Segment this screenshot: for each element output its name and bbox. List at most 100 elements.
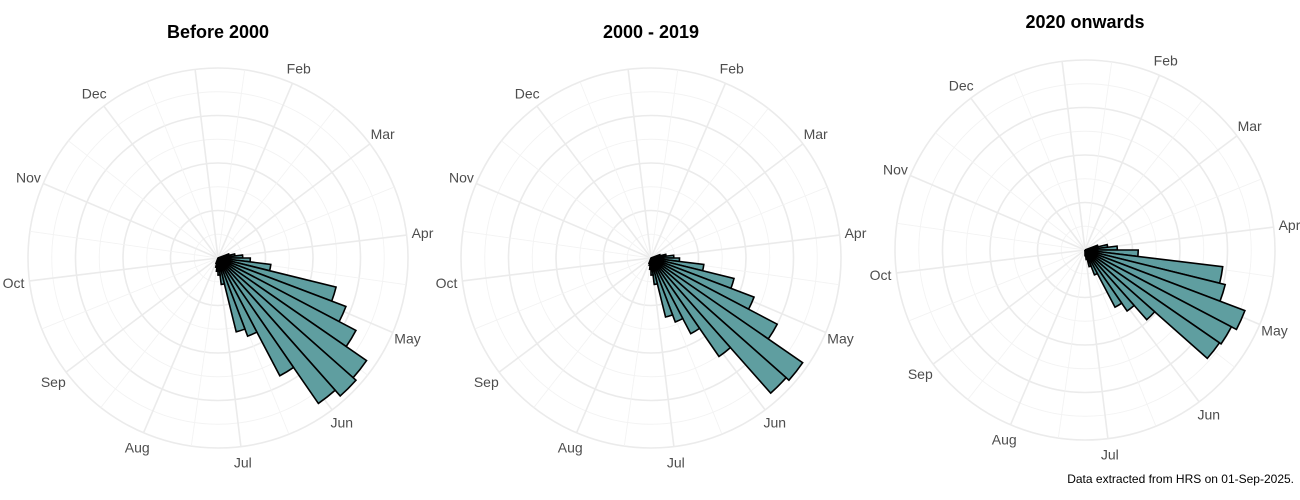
grid-spoke: [29, 257, 219, 282]
panel-title: 2020 onwards: [1025, 12, 1144, 32]
grid-spoke-minor: [462, 230, 652, 259]
grid-ring-minor: [531, 138, 771, 378]
bar-week-23: [1084, 249, 1123, 309]
month-label-jun: Jun: [763, 415, 786, 431]
bar-week-19: [1084, 249, 1233, 346]
grid-ring-minor: [146, 186, 290, 330]
grid-spoke-minor: [217, 186, 395, 259]
bar-week-22: [650, 257, 732, 358]
grid-spoke: [217, 82, 294, 259]
grid-ring: [460, 67, 842, 449]
bar-week-25: [217, 257, 246, 333]
grid-ring: [169, 209, 267, 307]
grid-spoke: [575, 257, 652, 434]
bar-week-25: [650, 257, 674, 319]
grid-spoke: [536, 105, 652, 259]
grid-spoke-minor: [967, 249, 1086, 400]
grid-spoke-minor: [1013, 73, 1086, 251]
month-label-dec: Dec: [515, 85, 540, 101]
month-label-dec: Dec: [949, 77, 974, 93]
grid-spoke: [932, 249, 1086, 365]
month-label-nov: Nov: [16, 169, 41, 185]
grid-spoke-minor: [908, 249, 1086, 322]
polar-panel-1: Before 2000 Feb Mar Apr May Jun Jul Aug Sep Oct No…: [3, 22, 434, 470]
grid-spoke-minor: [935, 132, 1086, 251]
grid-spoke-minor: [68, 140, 219, 259]
grid-spoke-minor: [579, 81, 652, 259]
grid-spoke-minor: [100, 257, 219, 408]
grid-spoke: [1084, 249, 1109, 439]
grid-ring: [507, 114, 795, 402]
grid-spoke: [217, 257, 242, 447]
grid-ring-minor: [98, 138, 338, 378]
grid-ring-minor: [484, 91, 818, 425]
grid-spoke-minor: [1084, 61, 1113, 251]
panel-title: Before 2000: [167, 22, 269, 42]
month-label-may: May: [394, 331, 420, 347]
bar-week-24: [217, 257, 258, 338]
month-label-aug: Aug: [125, 440, 150, 456]
grid-spoke: [194, 69, 219, 259]
grid-ring: [27, 67, 409, 449]
grid-spoke-minor: [650, 186, 828, 259]
month-label-nov: Nov: [449, 169, 474, 185]
grid-spoke-minor: [1084, 178, 1262, 251]
month-label-aug: Aug: [558, 440, 583, 456]
bar-week-21: [1084, 249, 1156, 321]
month-label-mar: Mar: [804, 126, 828, 142]
grid-spoke-minor: [146, 81, 219, 259]
grid-ring-minor: [1013, 178, 1157, 322]
bar-week-22: [217, 257, 337, 405]
grid-spoke: [650, 234, 840, 259]
grid-spoke-minor: [896, 222, 1086, 251]
month-label-dec: Dec: [82, 85, 107, 101]
grid-ring-minor: [51, 91, 385, 425]
month-label-feb: Feb: [720, 60, 744, 76]
grid-spoke-minor: [623, 257, 652, 447]
bar-week-23: [217, 257, 295, 377]
grid-spoke-minor: [41, 257, 219, 330]
month-label-sep: Sep: [41, 374, 66, 390]
bar-week-18: [1084, 249, 1246, 331]
month-label-feb: Feb: [1154, 52, 1178, 68]
bar-week-30: [647, 257, 652, 265]
bar-week-27: [1084, 249, 1087, 257]
month-label-jul: Jul: [1101, 446, 1119, 462]
month-label-nov: Nov: [883, 161, 908, 177]
grid-spoke: [1084, 74, 1161, 251]
month-label-oct: Oct: [870, 267, 892, 283]
month-label-feb: Feb: [287, 60, 311, 76]
polar-panel-3: 2020 onwards Feb Mar Apr May Jun Jul Aug Sep Oct N…: [870, 12, 1300, 462]
bar-week-20: [1084, 249, 1221, 360]
grid-ring-minor: [918, 83, 1252, 417]
month-label-mar: Mar: [1238, 118, 1262, 134]
bar-week-22: [1084, 249, 1136, 313]
grid-spoke-minor: [217, 69, 246, 259]
month-label-oct: Oct: [436, 275, 458, 291]
month-label-apr: Apr: [845, 225, 867, 241]
grid-ring: [894, 59, 1276, 441]
grid-spoke: [462, 257, 652, 282]
grid-spoke-minor: [650, 69, 679, 259]
bar-week-20: [650, 257, 804, 382]
month-label-sep: Sep: [908, 366, 933, 382]
grid-spoke-minor: [190, 257, 219, 447]
grid-spoke: [217, 143, 371, 259]
month-label-jul: Jul: [234, 454, 252, 470]
grid-spoke-minor: [29, 230, 219, 259]
bar-week-21: [217, 257, 358, 398]
month-label-may: May: [1261, 323, 1287, 339]
grid-ring: [122, 162, 314, 354]
grid-spoke: [498, 257, 652, 373]
month-label-jul: Jul: [667, 454, 685, 470]
grid-spoke-minor: [217, 108, 336, 259]
grid-spoke: [650, 143, 804, 259]
grid-ring: [989, 154, 1181, 346]
month-label-may: May: [827, 331, 853, 347]
grid-spoke: [42, 182, 219, 259]
grid-spoke: [627, 69, 652, 259]
grid-ring: [602, 209, 700, 307]
grid-ring-minor: [579, 186, 723, 330]
grid-spoke: [650, 82, 727, 259]
